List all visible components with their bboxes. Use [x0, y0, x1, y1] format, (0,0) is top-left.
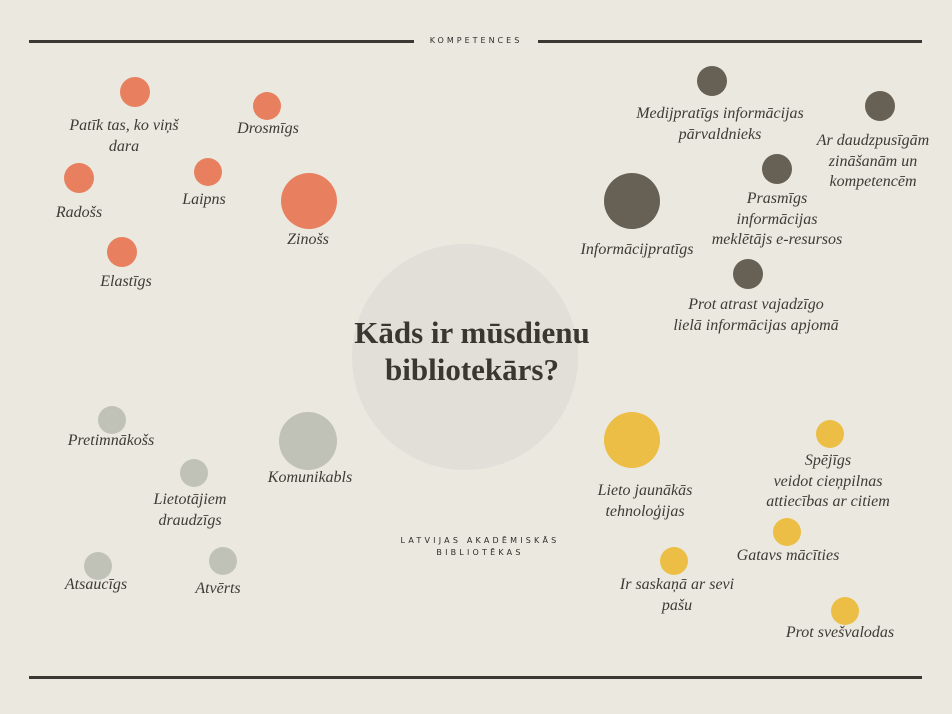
communication-label: Komunikabls — [267, 469, 353, 486]
communication-label: Atsaucīgs — [64, 576, 128, 593]
organization-name: LATVIJAS AKADĒMISKĀS BIBLIOTĒKAS — [330, 535, 630, 559]
communication-circle-icon — [209, 547, 237, 575]
section-title: KOMPETENCES — [0, 36, 952, 45]
development-circle-icon — [831, 597, 859, 625]
communication-circle-icon — [84, 552, 112, 580]
organization-line2: BIBLIOTĒKAS — [436, 548, 524, 557]
personality-circle-icon — [253, 92, 281, 120]
information-label: Prasmīgs informācijas meklētājs e-resursos — [711, 190, 843, 248]
development-label: Lieto jaunākās tehnoloģijas — [597, 482, 693, 520]
development-circle-icon — [773, 518, 801, 546]
development-circle-icon — [660, 547, 688, 575]
organization-line1: LATVIJAS AKADĒMISKĀS — [400, 536, 560, 545]
bottom-rule — [29, 676, 922, 679]
personality-label: Patīk tas, ko viņš dara — [69, 117, 179, 155]
personality-circle-icon — [120, 77, 150, 107]
main-title-line1: Kāds ir mūsdienu — [354, 315, 590, 350]
information-label: Informācijpratīgs — [580, 241, 694, 258]
communication-label: Atvērts — [195, 580, 241, 597]
personality-circle-icon — [107, 237, 137, 267]
personality-circle-icon — [64, 163, 94, 193]
information-circle-icon — [733, 259, 763, 289]
information-label: Prot atrast vajadzīgo lielā informācijas … — [673, 296, 839, 334]
development-label: Gatavs mācīties — [736, 547, 840, 564]
communication-circle-icon — [279, 412, 337, 470]
main-title: Kāds ir mūsdienu bibliotekārs? — [300, 314, 644, 388]
communication-circle-icon — [180, 459, 208, 487]
information-circle-icon — [604, 173, 660, 229]
development-circle-icon — [816, 420, 844, 448]
communication-label: Lietotājiem draudzīgs — [153, 491, 227, 529]
section-title-text: KOMPETENCES — [423, 36, 529, 45]
personality-label: Drosmīgs — [237, 120, 299, 137]
personality-label: Radošs — [55, 204, 103, 221]
development-circle-icon — [604, 412, 660, 468]
personality-circle-icon — [194, 158, 222, 186]
information-circle-icon — [697, 66, 727, 96]
main-title-line2: bibliotekārs? — [385, 352, 559, 387]
information-label: Medijpratīgs informācijas pārvaldnieks — [636, 105, 804, 143]
communication-circle-icon — [98, 406, 126, 434]
development-label: Ir saskaņā ar sevi pašu — [619, 576, 735, 614]
development-label: Prot svešvalodas — [785, 624, 895, 641]
top-rule-right — [538, 40, 922, 43]
information-circle-icon — [865, 91, 895, 121]
personality-label: Laipns — [182, 191, 226, 208]
information-circle-icon — [762, 154, 792, 184]
communication-label: Pretimnākošs — [67, 432, 155, 449]
information-label: Ar daudzpusīgām zināšanām un kompetencēm — [816, 132, 930, 190]
center-circle — [352, 244, 578, 470]
personality-label: Zinošs — [287, 231, 329, 248]
development-label: Spējīgs veidot cieņpilnas attiecības ar ci… — [766, 452, 890, 510]
personality-label: Elastīgs — [100, 273, 152, 290]
top-rule-left — [29, 40, 414, 43]
personality-circle-icon — [281, 173, 337, 229]
